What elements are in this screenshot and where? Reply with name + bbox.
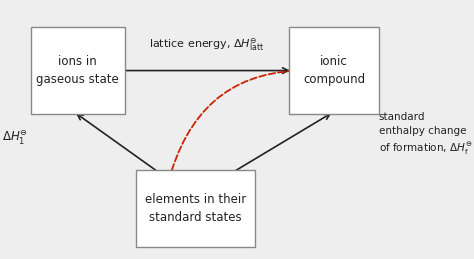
Text: ionic
compound: ionic compound xyxy=(303,55,365,86)
Text: standard
enthalpy change
of formation, $\Delta H^{\ominus}_{\mathrm{f}}$: standard enthalpy change of formation, $… xyxy=(379,112,473,157)
Text: ions in
gaseous state: ions in gaseous state xyxy=(36,55,119,86)
Text: elements in their
standard states: elements in their standard states xyxy=(145,193,246,225)
FancyBboxPatch shape xyxy=(31,27,125,114)
Text: lattice energy, $\Delta H^{\ominus}_{\mathrm{latt}}$: lattice energy, $\Delta H^{\ominus}_{\ma… xyxy=(149,36,264,53)
FancyBboxPatch shape xyxy=(289,27,379,114)
Text: $\Delta H^{\ominus}_{1}$: $\Delta H^{\ominus}_{1}$ xyxy=(1,128,27,146)
FancyBboxPatch shape xyxy=(136,170,255,247)
